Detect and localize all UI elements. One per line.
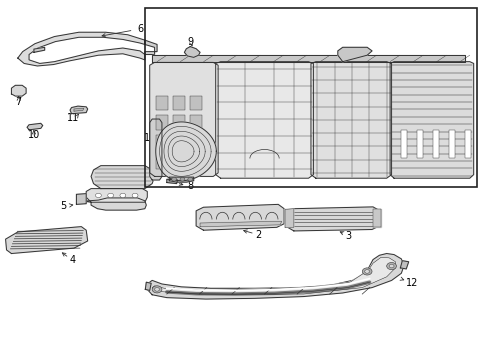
Polygon shape [74, 108, 84, 111]
Text: 3: 3 [345, 231, 352, 241]
Circle shape [152, 286, 162, 293]
Bar [156, 155, 168, 169]
Text: 2: 2 [255, 230, 261, 240]
Polygon shape [373, 209, 381, 227]
Text: 9: 9 [187, 37, 194, 46]
Polygon shape [285, 209, 294, 227]
Polygon shape [338, 47, 372, 62]
Bar [449, 130, 455, 158]
Bar [145, 8, 477, 187]
Polygon shape [11, 85, 26, 96]
Text: 6: 6 [137, 24, 143, 35]
Text: 11: 11 [67, 113, 79, 123]
Bar [156, 135, 168, 149]
Bar [173, 116, 185, 130]
Polygon shape [147, 253, 404, 299]
Circle shape [362, 268, 372, 275]
Polygon shape [152, 257, 395, 295]
Circle shape [120, 193, 126, 198]
Circle shape [180, 177, 185, 181]
Bar [173, 135, 185, 149]
Text: 1: 1 [144, 133, 150, 143]
Polygon shape [287, 207, 379, 231]
Polygon shape [152, 55, 465, 62]
Polygon shape [156, 122, 216, 181]
Bar [190, 96, 202, 110]
Bar [465, 130, 471, 158]
Polygon shape [400, 261, 409, 269]
Text: 7: 7 [16, 97, 22, 107]
Polygon shape [196, 204, 284, 230]
Polygon shape [184, 46, 200, 57]
Bar [190, 135, 202, 149]
Circle shape [387, 262, 396, 270]
Circle shape [365, 270, 369, 273]
Polygon shape [145, 40, 157, 54]
Polygon shape [169, 177, 194, 182]
Circle shape [389, 264, 394, 268]
Polygon shape [70, 106, 88, 114]
Circle shape [132, 193, 138, 198]
Bar [433, 130, 439, 158]
Polygon shape [390, 62, 474, 178]
Text: 8: 8 [187, 181, 194, 192]
Polygon shape [216, 62, 314, 178]
Polygon shape [167, 179, 177, 184]
Bar [190, 155, 202, 169]
Polygon shape [5, 226, 88, 253]
Text: 12: 12 [406, 278, 418, 288]
Polygon shape [146, 282, 151, 291]
Circle shape [188, 177, 193, 181]
Polygon shape [200, 221, 282, 226]
Polygon shape [86, 189, 147, 202]
Polygon shape [150, 119, 162, 180]
Text: 10: 10 [28, 130, 40, 140]
Bar [173, 155, 185, 169]
Polygon shape [27, 123, 43, 130]
Circle shape [172, 177, 176, 181]
Polygon shape [311, 62, 392, 178]
Polygon shape [91, 166, 155, 189]
Polygon shape [34, 47, 45, 52]
Polygon shape [76, 194, 86, 204]
Circle shape [155, 288, 159, 291]
Bar [156, 116, 168, 130]
Circle shape [96, 193, 101, 198]
Bar [401, 130, 407, 158]
Bar [173, 96, 185, 110]
Bar [417, 130, 423, 158]
Polygon shape [79, 198, 147, 210]
Text: 4: 4 [70, 255, 76, 265]
Bar [156, 96, 168, 110]
Bar [190, 116, 202, 130]
Text: 5: 5 [60, 201, 66, 211]
Polygon shape [18, 32, 145, 66]
Circle shape [108, 193, 114, 198]
Polygon shape [150, 62, 218, 176]
